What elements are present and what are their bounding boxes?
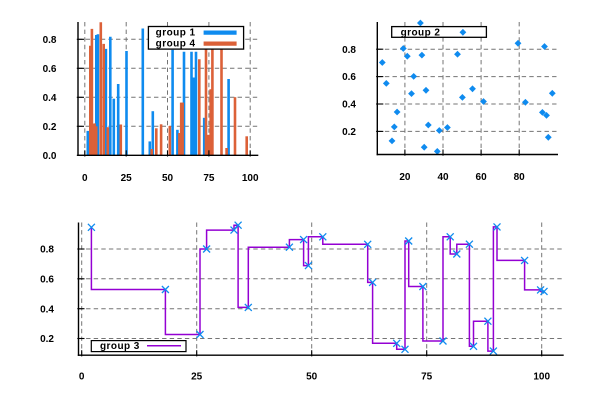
svg-text:20: 20 bbox=[399, 172, 411, 183]
svg-text:0.4: 0.4 bbox=[40, 304, 54, 315]
svg-text:0.0: 0.0 bbox=[43, 151, 57, 162]
svg-text:100: 100 bbox=[533, 372, 550, 383]
svg-text:50: 50 bbox=[162, 173, 174, 184]
svg-text:100: 100 bbox=[242, 173, 259, 184]
svg-text:0.2: 0.2 bbox=[342, 127, 356, 138]
svg-text:0.6: 0.6 bbox=[342, 72, 356, 83]
svg-text:25: 25 bbox=[121, 173, 133, 184]
svg-text:80: 80 bbox=[514, 172, 526, 183]
svg-text:0.2: 0.2 bbox=[40, 334, 54, 345]
svg-text:25: 25 bbox=[191, 372, 203, 383]
svg-text:75: 75 bbox=[421, 372, 433, 383]
svg-text:group 3: group 3 bbox=[100, 341, 140, 352]
svg-text:75: 75 bbox=[203, 173, 215, 184]
svg-text:0: 0 bbox=[79, 372, 85, 383]
svg-text:0.4: 0.4 bbox=[342, 100, 356, 111]
svg-text:0.6: 0.6 bbox=[43, 64, 57, 75]
svg-text:group 4: group 4 bbox=[156, 38, 196, 49]
svg-text:40: 40 bbox=[437, 172, 449, 183]
svg-text:group 2: group 2 bbox=[401, 28, 441, 39]
svg-text:0: 0 bbox=[82, 173, 88, 184]
svg-text:0.8: 0.8 bbox=[43, 35, 57, 46]
svg-text:60: 60 bbox=[476, 172, 488, 183]
svg-text:0.8: 0.8 bbox=[40, 245, 54, 256]
svg-text:50: 50 bbox=[306, 372, 318, 383]
svg-text:group 1: group 1 bbox=[156, 28, 196, 39]
svg-text:0.4: 0.4 bbox=[43, 93, 57, 104]
svg-text:0.8: 0.8 bbox=[342, 45, 356, 56]
svg-text:0.2: 0.2 bbox=[43, 122, 57, 133]
svg-text:0.6: 0.6 bbox=[40, 274, 54, 285]
